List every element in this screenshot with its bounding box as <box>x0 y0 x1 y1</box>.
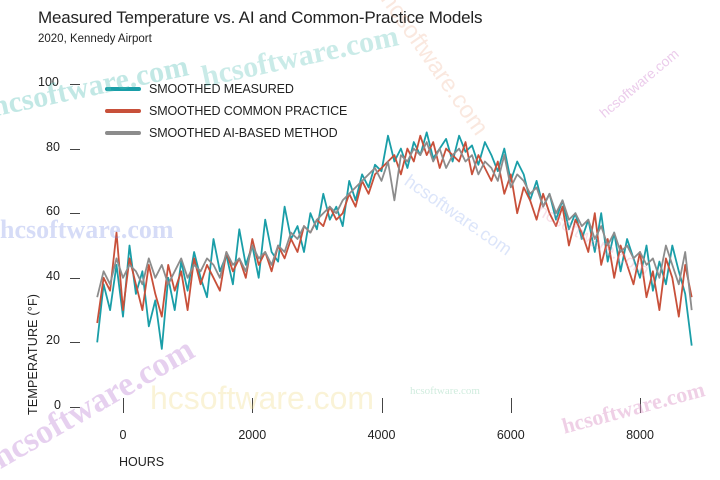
series-layer <box>96 131 693 350</box>
x-tick-mark <box>381 398 383 413</box>
x-tick-label: 6000 <box>496 428 525 442</box>
legend-item-common-practice: SMOOTHED COMMON PRACTICE <box>105 100 347 122</box>
y-tick-label: 100 <box>38 75 59 89</box>
y-tick-label: 60 <box>46 204 60 219</box>
legend-item-measured: SMOOTHED MEASURED <box>105 78 347 100</box>
x-tick-label: 4000 <box>367 428 396 442</box>
legend-swatch-ai-method <box>105 131 141 135</box>
chart-subtitle: 2020, Kennedy Airport <box>38 33 152 45</box>
x-tick-label: 2000 <box>238 428 267 442</box>
y-tick-label: 40 <box>46 268 60 283</box>
x-tick-mark <box>640 398 641 413</box>
x-tick-mark <box>510 398 512 413</box>
legend: SMOOTHED MEASURED SMOOTHED COMMON PRACTI… <box>105 78 347 144</box>
ai-method-line <box>96 141 693 311</box>
chart-title: Measured Temperature vs. AI and Common-P… <box>38 8 483 27</box>
legend-label: SMOOTHED AI-BASED METHOD <box>149 126 338 140</box>
legend-swatch-measured <box>105 87 141 91</box>
y-axis-label: TEMPERATURE (°F) <box>26 293 40 415</box>
y-tick-label: 0 <box>54 398 61 412</box>
y-tick-label: 20 <box>46 333 60 348</box>
y-tick-mark <box>70 148 80 150</box>
y-tick-mark <box>70 213 80 215</box>
measured-line <box>96 131 693 350</box>
legend-label: SMOOTHED COMMON PRACTICE <box>149 104 348 118</box>
legend-label: SMOOTHED MEASURED <box>149 82 294 96</box>
y-tick-label: 80 <box>46 139 60 154</box>
legend-swatch-common-practice <box>105 109 141 113</box>
y-tick-mark <box>70 342 80 344</box>
x-tick-label: 8000 <box>626 428 654 442</box>
legend-item-ai-method: SMOOTHED AI-BASED METHOD <box>105 122 347 144</box>
y-tick-mark <box>70 277 80 279</box>
y-tick-mark <box>70 407 80 408</box>
x-axis-label: HOURS <box>119 455 165 469</box>
x-tick-label: 0 <box>119 428 127 442</box>
y-tick-mark <box>70 84 80 85</box>
x-tick-mark <box>252 398 254 413</box>
x-tick-mark <box>123 398 124 413</box>
